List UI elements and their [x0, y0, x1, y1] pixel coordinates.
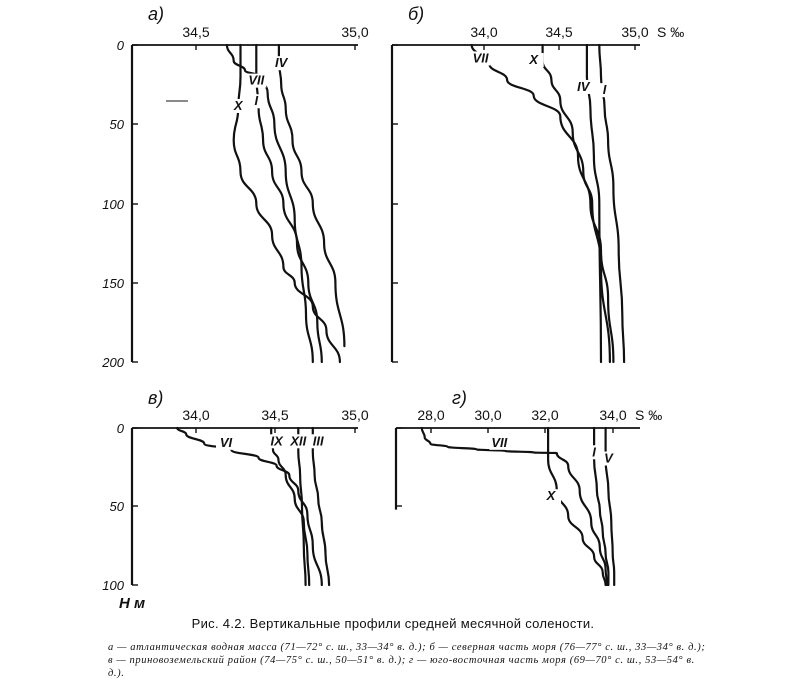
- series-label-b-0: VII: [473, 50, 489, 65]
- series-label-bg-v-2: [288, 434, 309, 449]
- panel-label-v: в): [148, 388, 163, 408]
- y-tick-label-v-1: 50: [110, 499, 125, 514]
- x-tick-label-v-1: 34,5: [261, 407, 288, 423]
- series-line-g-i: [592, 426, 610, 587]
- series-line-v-iii: [311, 426, 331, 587]
- series-line-v-xii: [297, 426, 307, 587]
- x-tick-label-g-3: 34,0: [599, 407, 626, 423]
- y-tick-label-v-0: 0: [117, 421, 125, 436]
- series-label-bg-g-1: [541, 489, 562, 504]
- x-tick-label-a-1: 35,0: [341, 24, 368, 40]
- x-tick-label-v-2: 35,0: [341, 407, 368, 423]
- series-label-v-2: XII: [289, 433, 306, 448]
- series-line-a-vii: [225, 43, 314, 364]
- series-label-bg-v-1: [266, 434, 287, 449]
- x-tick-label-b-1: 34,5: [545, 24, 572, 40]
- x-unit-b: S ‰: [657, 24, 684, 40]
- series-label-g-2: I: [592, 444, 596, 459]
- series-label-bg-a-2: [246, 94, 267, 109]
- x-tick-label-g-2: 32,0: [531, 407, 558, 423]
- panel-label-g: г): [452, 388, 467, 408]
- series-label-bg-a-1: [246, 73, 267, 88]
- series-line-g-vii: [420, 426, 609, 587]
- series-label-v-1: IX: [270, 433, 284, 448]
- y-tick-label-a-3: 150: [102, 276, 124, 291]
- x-tick-label-g-0: 28,0: [417, 407, 444, 423]
- x-unit-g: S ‰: [635, 407, 662, 423]
- series-label-b-3: I: [603, 82, 607, 97]
- series-label-g-1: X: [546, 488, 557, 503]
- series-line-b-x: [541, 43, 611, 364]
- series-label-a-1: VII: [248, 73, 264, 88]
- series-label-v-3: III: [313, 433, 324, 448]
- series-line-b-vii: [470, 43, 615, 364]
- series-label-v-0: VI: [220, 435, 233, 450]
- series-line-g-x: [546, 426, 607, 587]
- y-tick-label-a-1: 50: [110, 117, 125, 132]
- series-label-a-2: I: [254, 93, 258, 108]
- series-label-g-0: VII: [491, 435, 507, 450]
- series-label-bg-g-3: [598, 451, 619, 466]
- x-tick-label-v-0: 34,0: [182, 407, 209, 423]
- y-unit-label: Н м: [119, 595, 145, 612]
- series-label-bg-g-0: [489, 435, 510, 450]
- series-line-b-iv: [585, 43, 603, 364]
- series-label-a-3: X: [233, 98, 244, 113]
- figure-caption-title: Рис. 4.2. Вертикальные профили средней м…: [191, 616, 595, 631]
- series-line-a-x: [232, 43, 341, 364]
- series-label-bg-v-3: [308, 434, 329, 449]
- series-line-v-vi: [176, 426, 323, 587]
- series-label-b-2: IV: [577, 79, 591, 94]
- series-label-b-1: X: [528, 52, 539, 67]
- series-label-bg-b-0: [470, 51, 491, 66]
- figure-caption-body: а — атлантическая водная масса (71—72° с…: [108, 642, 706, 679]
- series-line-a-iv: [277, 43, 346, 348]
- series-label-a-0: IV: [275, 55, 289, 70]
- series-line-b-i: [598, 43, 626, 364]
- series-label-bg-a-0: [271, 56, 292, 71]
- panel-label-b: б): [408, 4, 424, 24]
- series-label-bg-b-1: [523, 53, 544, 68]
- x-tick-label-b-0: 34,0: [470, 24, 497, 40]
- series-label-bg-v-0: [216, 435, 237, 450]
- x-tick-label-b-2: 35,0: [621, 24, 648, 40]
- series-label-bg-b-2: [573, 79, 594, 94]
- x-tick-label-a-0: 34,5: [182, 24, 209, 40]
- series-label-g-3: V: [604, 451, 614, 466]
- y-tick-label-a-0: 0: [117, 38, 125, 53]
- series-label-bg-a-3: [228, 98, 249, 113]
- panel-label-a: а): [148, 4, 164, 24]
- series-label-bg-b-3: [594, 83, 615, 98]
- y-tick-label-v-2: 100: [102, 578, 124, 593]
- x-tick-label-g-1: 30,0: [474, 407, 501, 423]
- y-tick-label-a-2: 100: [102, 197, 124, 212]
- y-tick-label-a-4: 200: [101, 355, 124, 370]
